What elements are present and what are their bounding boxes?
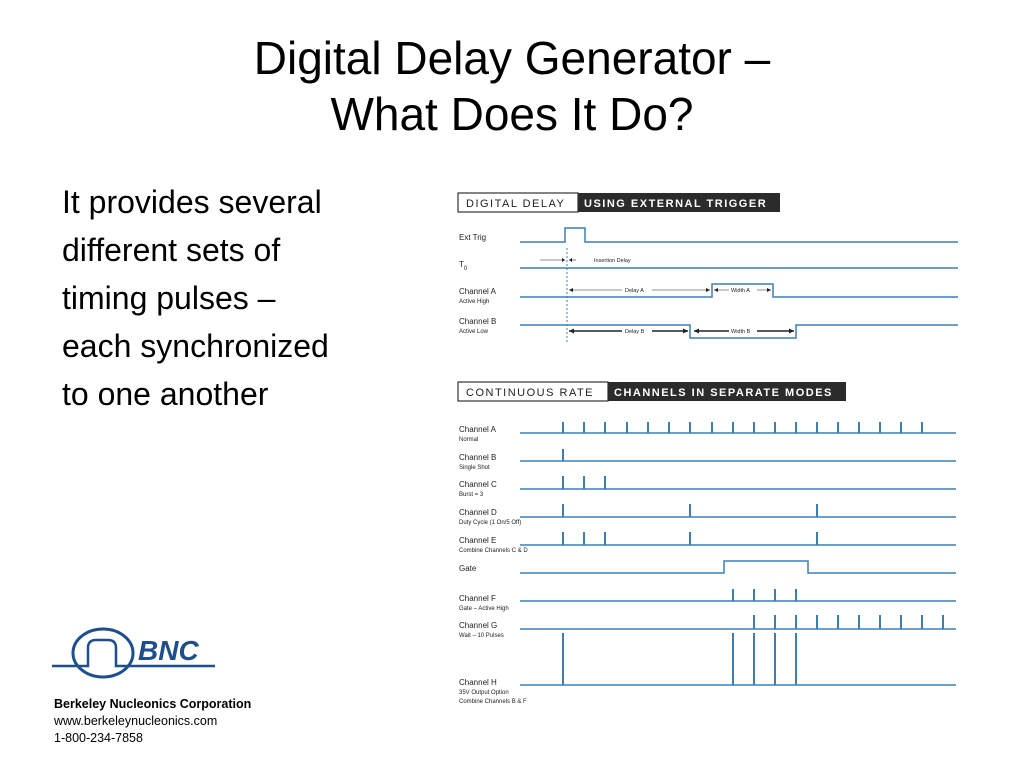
fig1-annot-width-b: Width B (731, 329, 751, 335)
fig2-label-gate: Gate (459, 564, 477, 573)
slide-title-line-2: What Does It Do? (330, 88, 694, 140)
fig1-annot-insertion-delay: Insertion Delay (594, 258, 631, 264)
fig2-sub2-channel-h: Combine Channels B & F (459, 699, 527, 705)
bullet-text: It provides several different sets of ti… (62, 178, 412, 418)
bullet-line-3: timing pulses – (62, 280, 276, 316)
fig1-wave-channel-b (520, 324, 958, 339)
fig2-sub-channel-e: Combine Channels C & D (459, 548, 528, 554)
fig1-labels: Ext Trig T0 Channel A Active High Channe… (459, 233, 497, 335)
fig2-header-left: CONTINUOUS RATE (466, 387, 594, 399)
fig1-waves (520, 227, 958, 339)
fig1-header-right: USING EXTERNAL TRIGGER (584, 198, 767, 210)
company-info: Berkeley Nucleonics Corporation www.berk… (54, 696, 251, 747)
bullet-line-4: each synchronized (62, 328, 329, 364)
fig2-label-channel-g: Channel G (459, 621, 497, 630)
fig2-label-channel-a: Channel A (459, 425, 497, 434)
company-name: Berkeley Nucleonics Corporation (54, 697, 252, 711)
fig1-annot-delay-b: Delay B (625, 329, 645, 335)
fig1-wave-channel-a (520, 283, 958, 298)
fig1-header-left: DIGITAL DELAY (466, 198, 565, 210)
fig1-label-t0: T0 (459, 260, 468, 272)
fig2-sub-channel-g: Wait – 10 Pulses (459, 633, 504, 639)
bnc-logo: BNC (52, 627, 215, 679)
fig2-sub-channel-b: Single Shot (459, 465, 490, 471)
slide-title: Digital Delay Generator – What Does It D… (0, 30, 1024, 142)
fig2-header-right: CHANNELS IN SEPARATE MODES (614, 387, 833, 399)
timing-diagram: DIGITAL DELAY USING EXTERNAL TRIGGER Ext… (457, 192, 958, 705)
fig1-label-t-subscript: 0 (464, 266, 468, 272)
bullet-line-1: It provides several (62, 184, 322, 220)
company-phone: 1-800-234-7858 (54, 731, 143, 745)
fig2-waves (520, 422, 956, 686)
fig2-label-channel-b: Channel B (459, 453, 496, 462)
fig1-annot-width-a: Width A (731, 288, 750, 294)
fig1-sub-channel-a: Active High (459, 299, 489, 305)
fig2-label-channel-h: Channel H (459, 678, 497, 687)
fig2-label-channel-e: Channel E (459, 536, 496, 545)
fig1-label-channel-b: Channel B (459, 317, 496, 326)
fig1-label-ext-trig: Ext Trig (459, 233, 486, 242)
fig2-label-channel-c: Channel C (459, 480, 497, 489)
fig2-wave-gate (520, 560, 956, 574)
company-url[interactable]: www.berkeleynucleonics.com (54, 714, 218, 728)
slide-title-line-1: Digital Delay Generator – (253, 32, 771, 84)
fig2-sub-channel-d: Duty Cycle (1 On/5 Off) (459, 520, 521, 526)
fig2-sub-channel-c: Burst = 3 (459, 492, 484, 498)
fig2-sub-channel-a: Normal (459, 437, 478, 443)
bullet-line-2: different sets of (62, 232, 281, 268)
fig1-annot-delay-a: Delay A (625, 288, 644, 294)
bnc-logo-text: BNC (138, 635, 199, 666)
bnc-logo-ring (71, 627, 135, 679)
fig1-annotations: Insertion Delay Delay A Width A Delay B … (540, 258, 794, 335)
fig1-sub-channel-b: Active Low (459, 329, 489, 335)
fig1-label-channel-a: Channel A (459, 287, 497, 296)
fig1-wave-ext-trig (520, 227, 958, 243)
fig2-label-channel-f: Channel F (459, 594, 496, 603)
fig2-sub-channel-h: 35V Output Option (459, 690, 509, 696)
fig2-sub-channel-f: Gate – Active High (459, 606, 509, 612)
fig2-header: CONTINUOUS RATE CHANNELS IN SEPARATE MOD… (457, 381, 846, 402)
bnc-logo-pulse (52, 638, 215, 668)
fig1-label-t: T (459, 260, 464, 269)
bullet-line-5: to one another (62, 376, 269, 412)
fig2-labels: Channel A Normal Channel B Single Shot C… (459, 425, 528, 705)
fig2-label-channel-d: Channel D (459, 508, 497, 517)
fig1-header: DIGITAL DELAY USING EXTERNAL TRIGGER (457, 192, 780, 213)
